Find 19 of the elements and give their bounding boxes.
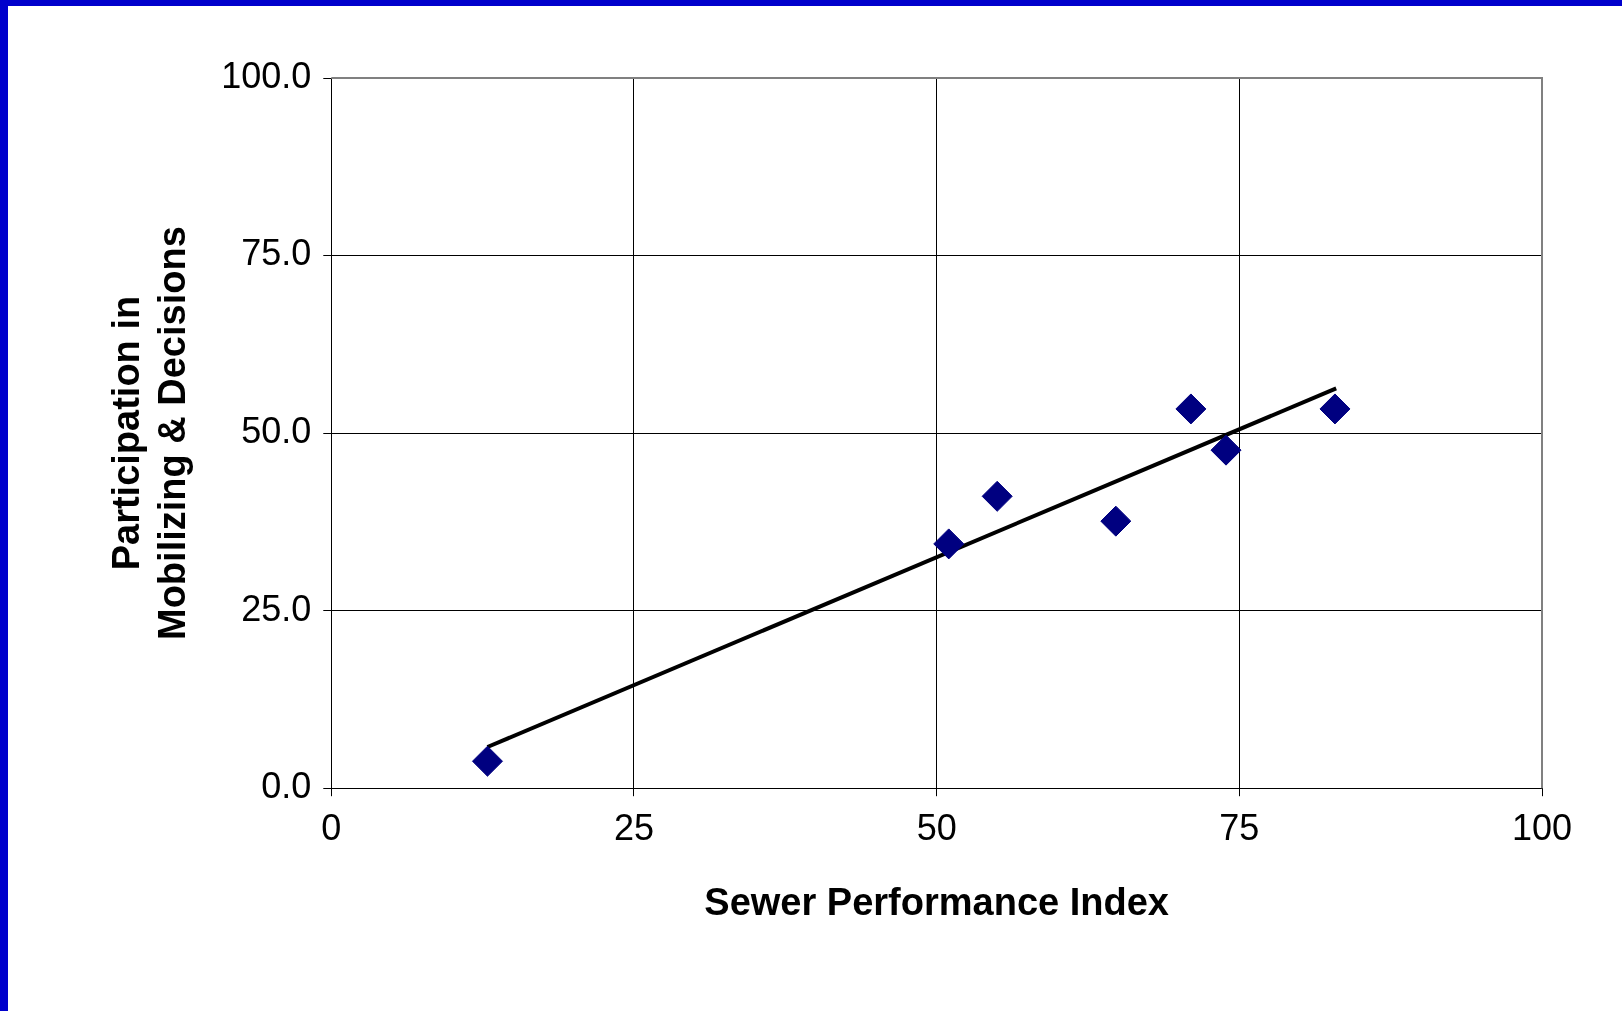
x-axis-title: Sewer Performance Index	[704, 880, 1169, 923]
x-tick-label: 50	[916, 806, 957, 848]
y-tick-label: 75.0	[241, 232, 312, 274]
x-tick-label: 100	[1511, 806, 1573, 848]
y-axis-title: Participation in Mobilizing & Decisions	[105, 226, 193, 641]
y-tick-label: 0.0	[261, 765, 312, 807]
y-tick-label: 100.0	[221, 54, 312, 96]
x-tick-label: 0	[321, 806, 342, 848]
y-tick-label: 25.0	[241, 587, 312, 629]
point	[981, 480, 1013, 512]
x-tick-label: 75	[1219, 806, 1260, 848]
point	[1100, 505, 1132, 537]
point	[1210, 434, 1242, 466]
y-tick-label: 50.0	[241, 410, 312, 452]
point	[933, 528, 965, 560]
point	[1175, 393, 1207, 425]
point	[471, 745, 503, 777]
point	[1319, 393, 1351, 425]
x-tick-label: 25	[613, 806, 654, 848]
